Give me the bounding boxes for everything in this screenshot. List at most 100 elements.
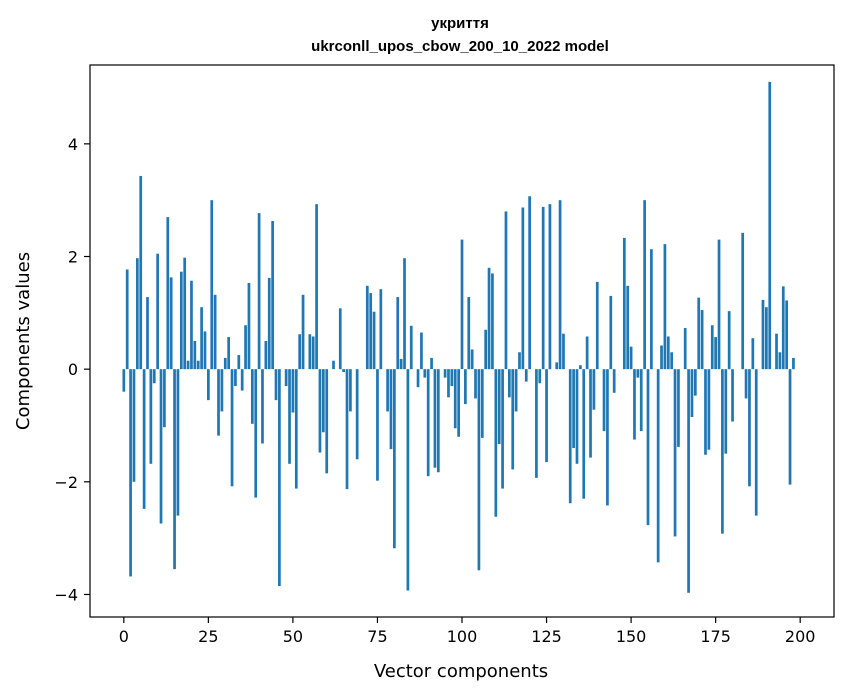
bar-125 bbox=[545, 369, 548, 463]
bar-136 bbox=[582, 369, 586, 499]
bar-120 bbox=[528, 196, 531, 370]
bar-104 bbox=[474, 369, 477, 399]
x-tick-label: 0 bbox=[119, 627, 129, 646]
bar-134 bbox=[575, 369, 579, 464]
plot-frame bbox=[89, 64, 835, 618]
bar-190 bbox=[765, 307, 768, 370]
bar-78 bbox=[386, 369, 389, 412]
bar-119 bbox=[524, 369, 528, 382]
bar-46 bbox=[278, 369, 281, 587]
bar-162 bbox=[670, 352, 674, 370]
bar-13 bbox=[166, 217, 170, 370]
bar-10 bbox=[156, 253, 159, 370]
bar-171 bbox=[700, 310, 704, 370]
bar-44 bbox=[271, 221, 274, 370]
bar-53 bbox=[301, 294, 305, 370]
bar-45 bbox=[274, 369, 278, 401]
bar-194 bbox=[778, 352, 782, 370]
bar-130 bbox=[562, 333, 565, 370]
bar-101 bbox=[464, 369, 467, 405]
bar-161 bbox=[666, 336, 670, 370]
bar-32 bbox=[230, 369, 234, 487]
bar-26 bbox=[210, 200, 214, 370]
x-tick-label: 125 bbox=[531, 627, 562, 646]
bar-38 bbox=[250, 369, 254, 424]
bar-174 bbox=[710, 325, 714, 370]
bar-183 bbox=[741, 232, 745, 370]
bar-184 bbox=[744, 369, 748, 399]
bar-5 bbox=[139, 175, 143, 370]
bar-138 bbox=[589, 369, 592, 458]
bar-27 bbox=[213, 294, 217, 370]
bar-25 bbox=[207, 369, 210, 401]
bar-152 bbox=[636, 369, 640, 378]
bar-170 bbox=[697, 297, 701, 370]
bar-178 bbox=[724, 369, 728, 454]
bar-30 bbox=[223, 357, 227, 370]
bar-92 bbox=[433, 369, 437, 468]
bar-17 bbox=[179, 271, 183, 370]
bar-82 bbox=[399, 359, 403, 370]
bar-22 bbox=[196, 360, 200, 370]
y-axis-ticks: −4 −2 0 2 4 bbox=[54, 135, 90, 604]
bar-156 bbox=[650, 249, 653, 370]
bar-114 bbox=[507, 369, 511, 398]
bar-19 bbox=[186, 360, 190, 370]
bar-112 bbox=[501, 369, 504, 489]
x-tick-label: 50 bbox=[283, 627, 303, 646]
bar-57 bbox=[315, 204, 318, 370]
bar-58 bbox=[318, 369, 322, 453]
x-tick-label: 150 bbox=[616, 627, 647, 646]
bar-43 bbox=[267, 277, 271, 370]
bar-81 bbox=[396, 297, 400, 370]
bar-52 bbox=[298, 334, 302, 370]
y-tick-label: −4 bbox=[54, 585, 78, 604]
bar-16 bbox=[176, 369, 180, 516]
bar-177 bbox=[721, 369, 724, 534]
bars-group bbox=[122, 81, 795, 593]
bar-62 bbox=[332, 360, 335, 370]
bar-150 bbox=[629, 346, 633, 370]
bar-132 bbox=[568, 369, 572, 504]
bar-100 bbox=[460, 239, 464, 370]
bar-18 bbox=[183, 257, 187, 370]
bar-51 bbox=[294, 369, 298, 489]
bar-102 bbox=[467, 297, 471, 370]
bar-1 bbox=[125, 269, 129, 370]
bar-4 bbox=[135, 258, 139, 370]
bar-142 bbox=[602, 369, 606, 432]
y-tick-label: −2 bbox=[54, 473, 78, 492]
bar-140 bbox=[595, 281, 599, 370]
bar-185 bbox=[748, 369, 751, 487]
bar-123 bbox=[538, 369, 542, 384]
bar-111 bbox=[497, 369, 501, 445]
bar-106 bbox=[480, 369, 484, 438]
bar-117 bbox=[518, 352, 521, 370]
bar-89 bbox=[423, 369, 427, 378]
bar-55 bbox=[308, 334, 312, 370]
bar-168 bbox=[690, 369, 694, 418]
bar-115 bbox=[511, 369, 515, 470]
bar-164 bbox=[677, 369, 680, 447]
bar-148 bbox=[622, 237, 626, 370]
bar-187 bbox=[754, 369, 758, 516]
bar-14 bbox=[169, 277, 173, 370]
bar-2 bbox=[129, 369, 132, 577]
bar-90 bbox=[426, 369, 430, 477]
bar-79 bbox=[389, 369, 393, 450]
bar-179 bbox=[727, 311, 731, 370]
bar-193 bbox=[775, 333, 778, 370]
chart-subtitle: ukrconll_upos_cbow_200_10_2022 model bbox=[311, 38, 609, 55]
bar-159 bbox=[660, 345, 663, 370]
bar-80 bbox=[393, 369, 396, 549]
x-axis-ticks: 0 25 50 75 100 125 150 175 200 bbox=[119, 617, 815, 646]
bar-72 bbox=[365, 285, 369, 370]
y-axis-label: Components values bbox=[13, 252, 34, 430]
bar-65 bbox=[342, 369, 345, 372]
bar-169 bbox=[693, 369, 697, 396]
bar-48 bbox=[284, 369, 288, 387]
bar-105 bbox=[477, 369, 481, 571]
bar-122 bbox=[535, 369, 538, 478]
bar-126 bbox=[548, 204, 552, 370]
bar-128 bbox=[555, 362, 559, 370]
